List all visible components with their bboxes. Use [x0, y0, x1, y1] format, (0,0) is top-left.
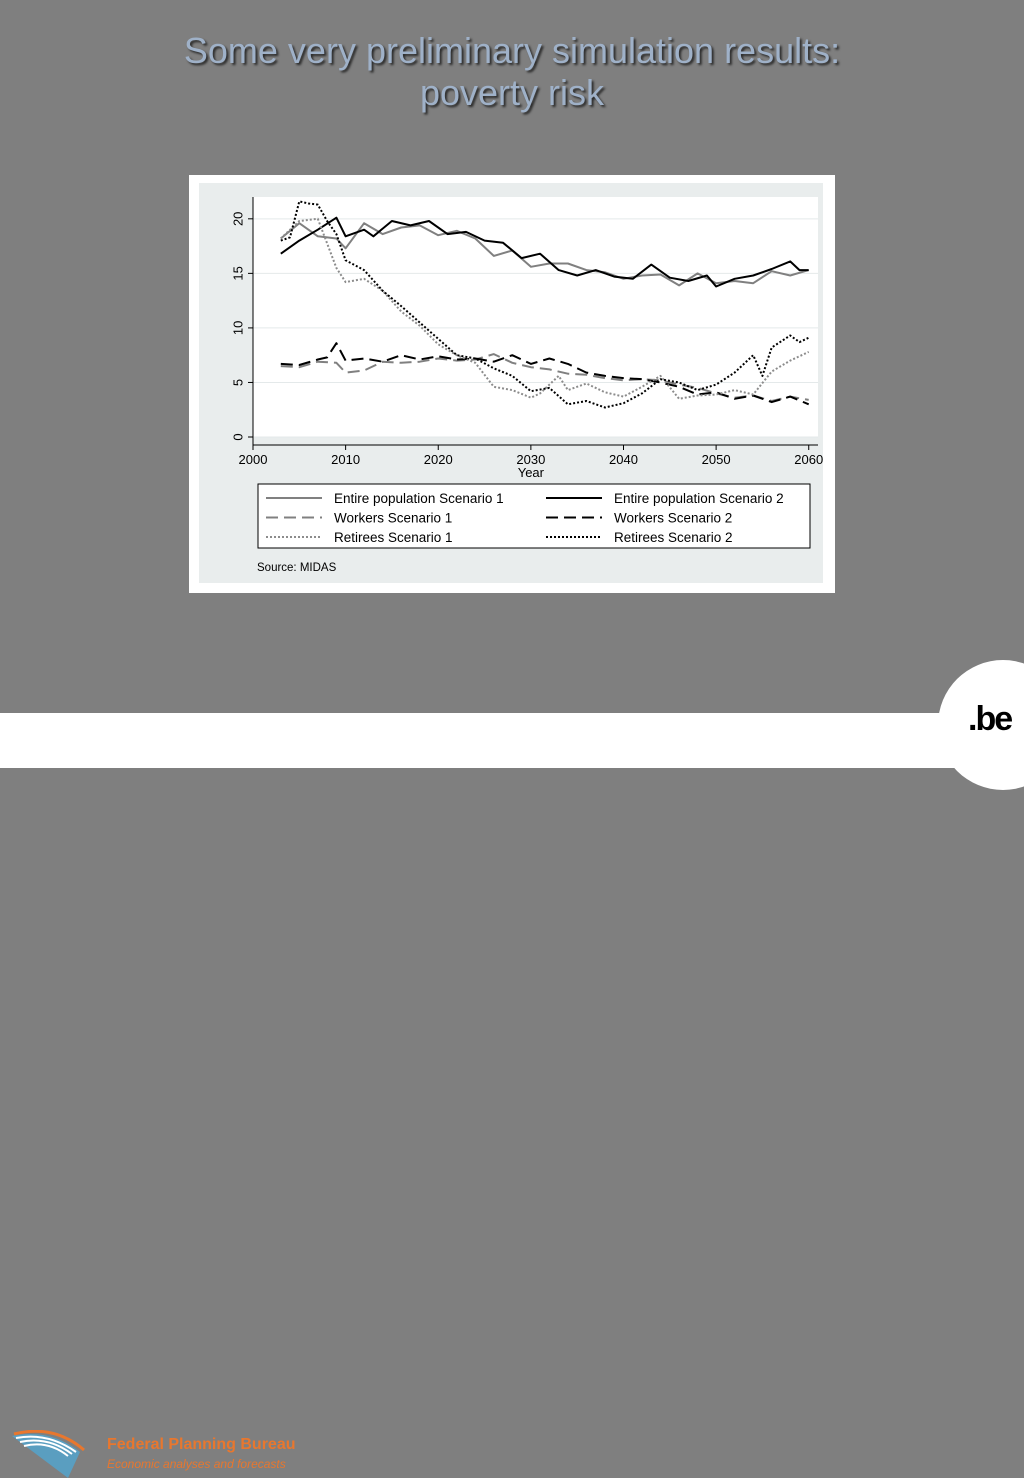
slide-title-line2: poverty risk [419, 72, 605, 113]
poverty-risk-chart: 0 5 10 15 20 2000 2010 2020 2030 2040 2050 2060 Year… [230, 197, 823, 574]
legend-label-3: Workers Scenario 1 [334, 511, 452, 526]
legend-label-6: Retirees Scenario 2 [614, 530, 733, 545]
legend-box [257, 483, 811, 549]
x-tick-label: 2060 [794, 452, 823, 467]
footer-bar: Federal Planning Bureau Economic analyse… [0, 713, 1024, 1478]
series-line-2 [280, 216, 809, 288]
x-tick-label: 2020 [424, 452, 453, 467]
legend-label-2: Entire population Scenario 2 [614, 491, 784, 506]
x-tick-label: 2000 [239, 452, 268, 467]
series-line-6 [280, 200, 810, 409]
slide-title-line1: Some very preliminary simulation results… [183, 30, 841, 71]
x-tick-label: 2010 [331, 452, 360, 467]
series-line-4 [280, 342, 810, 406]
chart-card: 0 5 10 15 20 2000 2010 2020 2030 2040 2050 2060 Year… [189, 175, 835, 593]
legend-label-5: Retirees Scenario 1 [334, 530, 453, 545]
org-name: Federal Planning Bureau [107, 1436, 296, 1453]
legend-label-1: Entire population Scenario 1 [334, 491, 504, 506]
org-tagline: Economic analyses and forecasts [107, 1457, 286, 1471]
y-tick-label: 10 [230, 321, 245, 335]
x-tick-label: 2030 [516, 452, 545, 467]
chart-panel: 0 5 10 15 20 2000 2010 2020 2030 2040 2050 2060 Year… [199, 183, 823, 583]
slide-title: Some very preliminary simulation results… [0, 30, 1024, 114]
be-logo: .be [968, 700, 1013, 738]
y-tick-label: 0 [230, 433, 245, 440]
y-tick-label: 20 [230, 212, 245, 226]
y-tick-label: 5 [230, 379, 245, 386]
series-line-1 [280, 222, 809, 287]
federal-planning-bureau-logo-icon [12, 1430, 85, 1478]
legend-label-4: Workers Scenario 2 [614, 511, 732, 526]
plot-area [253, 197, 818, 437]
chart-source-note: Source: MIDAS [257, 562, 337, 574]
y-tick-label: 15 [230, 266, 245, 280]
series-line-5 [280, 217, 810, 400]
x-tick-label: 2040 [609, 452, 638, 467]
x-axis-label: Year [518, 465, 545, 480]
x-tick-label: 2050 [702, 452, 731, 467]
